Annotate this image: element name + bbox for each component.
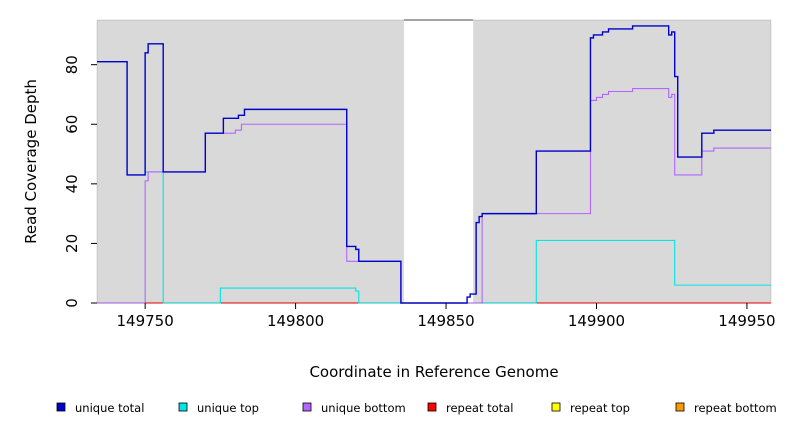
legend: unique total unique top unique bottom repea… — [56, 401, 777, 415]
x-tick-label: 149850 — [417, 312, 474, 330]
y-axis-title: Read Coverage Depth — [22, 79, 40, 244]
x-axis-title: Coordinate in Reference Genome — [309, 363, 558, 381]
legend-label-unique-bottom: unique bottom — [321, 401, 406, 415]
legend-swatch-repeat-bottom — [675, 402, 685, 412]
x-tick-label: 149800 — [267, 312, 324, 330]
x-tick-label: 149950 — [718, 312, 775, 330]
legend-label-unique-top: unique top — [197, 401, 259, 415]
y-tick-label: 0 — [63, 298, 81, 308]
y-tick-label: 60 — [63, 115, 81, 134]
y-tick-label: 20 — [63, 234, 81, 253]
legend-label-repeat-top: repeat top — [570, 401, 630, 415]
plot-area — [97, 19, 771, 303]
x-tick-label: 149900 — [568, 312, 625, 330]
series-line-unique-total — [97, 25, 771, 304]
legend-swatch-unique-total — [56, 402, 66, 412]
plot-frame — [96, 19, 772, 304]
legend-swatch-unique-bottom — [302, 402, 312, 412]
y-tick-label: 80 — [63, 55, 81, 74]
axes-layer: 149750 149800 149850 149900 149950 0 20 40 60 80 — [63, 55, 776, 330]
legend-swatch-unique-top — [178, 402, 188, 412]
legend-label-unique-total: unique total — [75, 401, 144, 415]
x-tick-label: 149750 — [117, 312, 174, 330]
y-tick-label: 40 — [63, 174, 81, 193]
legend-swatch-repeat-top — [551, 402, 561, 412]
uncovered-region — [403, 20, 474, 303]
series-layer — [97, 25, 771, 304]
legend-label-repeat-bottom: repeat bottom — [694, 401, 777, 415]
legend-swatch-repeat-total — [427, 402, 437, 412]
legend-label-repeat-total: repeat total — [446, 401, 513, 415]
